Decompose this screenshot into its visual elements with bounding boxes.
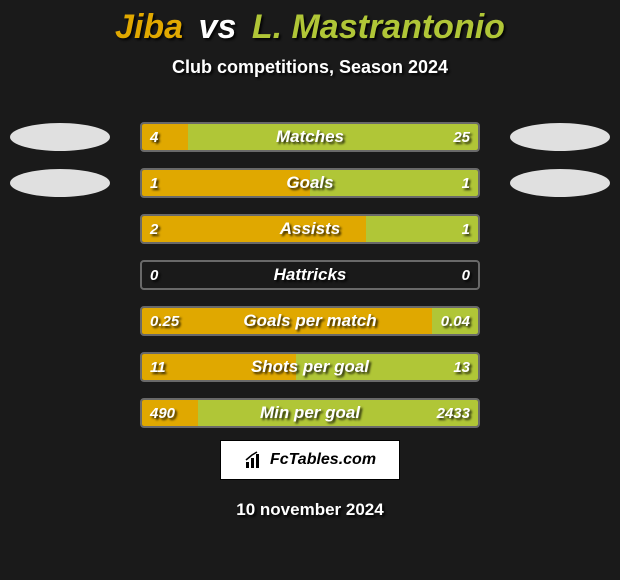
stat-label: Matches (142, 124, 478, 150)
stat-row: 1113Shots per goal (0, 340, 620, 386)
stat-label: Hattricks (142, 262, 478, 288)
stat-bar: 11Goals (140, 168, 480, 198)
stat-label: Shots per goal (142, 354, 478, 380)
player1-badge (10, 123, 110, 151)
vs-text: vs (199, 8, 237, 46)
comparison-title: Jiba vs L. Mastrantonio (0, 0, 620, 47)
stat-row: 425Matches (0, 110, 620, 156)
chart-icon (244, 450, 264, 470)
stat-bar: 1113Shots per goal (140, 352, 480, 382)
player1-badge (10, 169, 110, 197)
stat-bar: 0.250.04Goals per match (140, 306, 480, 336)
stat-row: 11Goals (0, 156, 620, 202)
stat-bar: 21Assists (140, 214, 480, 244)
stat-label: Goals per match (142, 308, 478, 334)
player2-badge (510, 169, 610, 197)
player2-name: L. Mastrantonio (252, 8, 505, 46)
stat-label: Min per goal (142, 400, 478, 426)
comparison-chart: 425Matches 11Goals 21Assists 00Hattricks 0.2… (0, 110, 620, 432)
stat-bar: 4902433Min per goal (140, 398, 480, 428)
stat-label: Assists (142, 216, 478, 242)
subtitle: Club competitions, Season 2024 (0, 57, 620, 78)
player1-name: Jiba (115, 8, 183, 46)
stat-row: 00Hattricks (0, 248, 620, 294)
stat-row: 21Assists (0, 202, 620, 248)
stat-row: 0.250.04Goals per match (0, 294, 620, 340)
footer-date: 10 november 2024 (0, 500, 620, 520)
fctables-logo: FcTables.com (220, 440, 400, 480)
logo-text: FcTables.com (270, 451, 376, 469)
player2-badge (510, 123, 610, 151)
stat-row: 4902433Min per goal (0, 386, 620, 432)
stat-bar: 00Hattricks (140, 260, 480, 290)
stat-bar: 425Matches (140, 122, 480, 152)
stat-label: Goals (142, 170, 478, 196)
